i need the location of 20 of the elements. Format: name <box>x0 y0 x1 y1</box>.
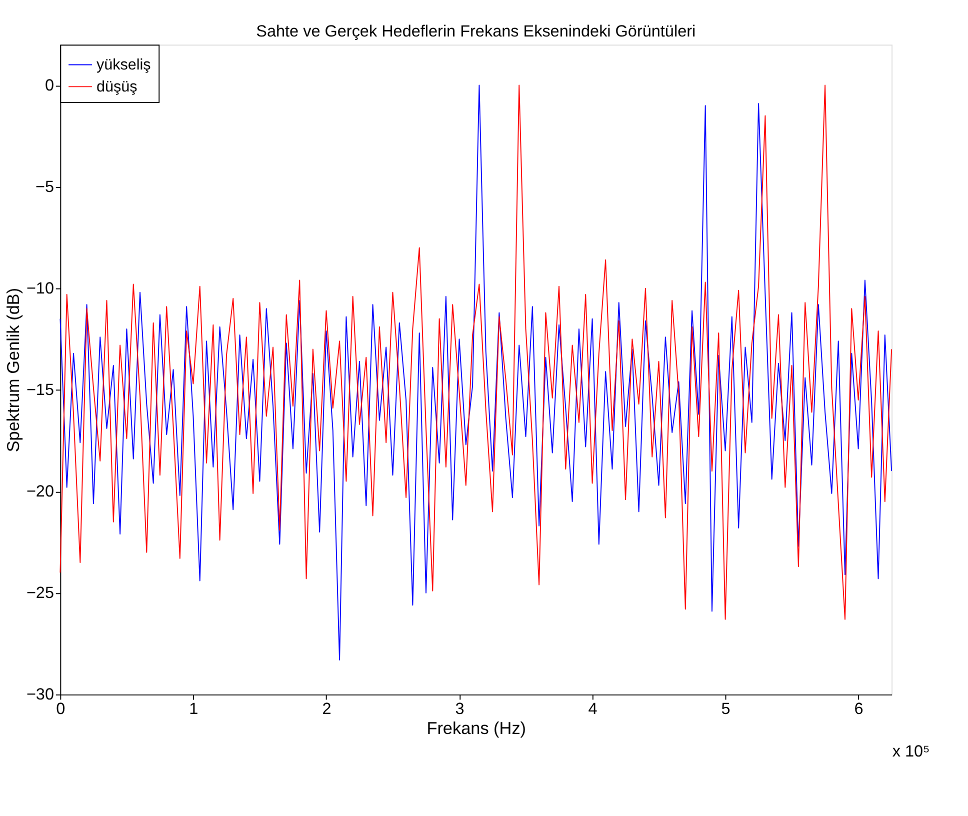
x-tick-label: 0 <box>56 700 66 718</box>
y-tick-label: −20 <box>26 482 54 501</box>
x-tick-label: 3 <box>455 700 464 718</box>
x-axis-title: Frekans (Hz) <box>426 718 526 738</box>
y-axis-title: Spektrum Genlik (dB) <box>2 288 23 452</box>
y-tick-label: −30 <box>26 686 54 704</box>
x-tick-label: 6 <box>854 700 864 718</box>
x-tick-label: 5 <box>721 700 730 718</box>
x-tick-label: 4 <box>588 700 598 718</box>
legend-label: yükseliş <box>96 56 152 74</box>
text: x 10⁵ <box>892 742 930 761</box>
chart-title: Sahte ve Gerçek Hedeflerin Frekans Eksenindeki Görüntüleri <box>256 22 696 41</box>
y-tick-label: −5 <box>35 178 54 196</box>
x-tick-label: 1 <box>189 700 198 718</box>
y-tick-label: −25 <box>26 584 54 602</box>
y-tick-label: 0 <box>44 76 54 95</box>
x-tick-label: 2 <box>322 700 332 718</box>
y-tick-label: −10 <box>26 280 54 298</box>
y-tick-label: −15 <box>26 381 54 400</box>
legend-label: düşüş <box>96 78 138 96</box>
